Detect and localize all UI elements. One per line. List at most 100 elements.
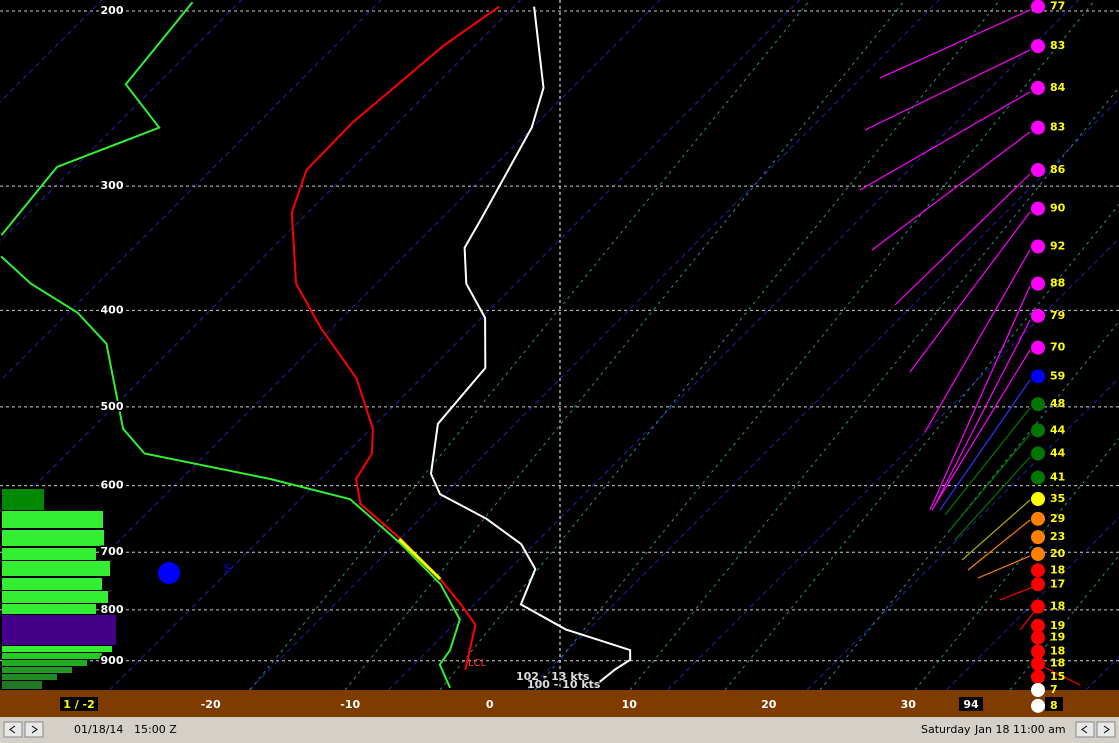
wind-speed-label: 48 bbox=[1050, 397, 1065, 410]
wind-dot bbox=[1031, 202, 1045, 216]
y-tick-label: 500 bbox=[101, 400, 124, 413]
wind-speed-label: 90 bbox=[1050, 202, 1066, 215]
bar bbox=[2, 578, 102, 590]
wind-dot bbox=[1031, 683, 1045, 697]
wind-dot bbox=[1031, 492, 1045, 506]
x-tick-label: -20 bbox=[201, 698, 221, 711]
wind-speed-label: 18 bbox=[1050, 645, 1065, 658]
x-tick-label: 0 bbox=[486, 698, 494, 711]
wind-speed-label: 18 bbox=[1050, 563, 1065, 576]
wind-dot bbox=[1031, 657, 1045, 671]
day: Saturday bbox=[921, 723, 971, 736]
wind-speed-label: 86 bbox=[1050, 163, 1066, 176]
lcl-label: LCL bbox=[468, 658, 487, 669]
y-tick-label: 600 bbox=[101, 479, 124, 492]
wind-dot bbox=[1031, 471, 1045, 485]
wind-speed-label: 92 bbox=[1050, 240, 1065, 253]
wind-dot bbox=[1031, 81, 1045, 95]
bar bbox=[2, 646, 112, 652]
wind-speed-label: 35 bbox=[1050, 492, 1065, 505]
date: 01/18/14 bbox=[74, 723, 123, 736]
wind-dot bbox=[1031, 423, 1045, 437]
index-label: 94 bbox=[963, 698, 979, 711]
wind-speed-label: 59 bbox=[1050, 369, 1065, 382]
wind-speed-label: 70 bbox=[1050, 341, 1066, 354]
x-tick-label: 30 bbox=[901, 698, 917, 711]
marker-label: S bbox=[224, 562, 231, 575]
wind-speed-label: 84 bbox=[1050, 81, 1066, 94]
bar bbox=[2, 667, 72, 673]
bar bbox=[2, 548, 96, 560]
local-time: Jan 18 11:00 am bbox=[974, 723, 1066, 736]
wind-note: 100 - 10 kts bbox=[527, 678, 601, 691]
wind-speed-label: 20 bbox=[1050, 547, 1066, 560]
wind-dot bbox=[1031, 631, 1045, 645]
wind-dot bbox=[1031, 699, 1045, 713]
storm-marker bbox=[158, 562, 180, 584]
wind-dot bbox=[1031, 577, 1045, 591]
bar bbox=[2, 615, 116, 645]
bar bbox=[2, 489, 44, 510]
next-button[interactable] bbox=[25, 722, 43, 737]
bar bbox=[2, 511, 103, 528]
wind-dot bbox=[1031, 163, 1045, 177]
wind-dot bbox=[1031, 341, 1045, 355]
wind-speed-label: 8 bbox=[1050, 699, 1058, 712]
wind-speed-label: 79 bbox=[1050, 309, 1065, 322]
bar bbox=[2, 561, 110, 576]
wind-dot bbox=[1031, 369, 1045, 383]
prev-button[interactable] bbox=[1076, 722, 1094, 737]
bar bbox=[2, 604, 96, 614]
prev-button[interactable] bbox=[4, 722, 22, 737]
wind-dot bbox=[1031, 0, 1045, 14]
wind-speed-label: 7 bbox=[1050, 683, 1058, 696]
bar bbox=[2, 530, 104, 546]
bar bbox=[2, 653, 102, 659]
wind-speed-label: 18 bbox=[1050, 600, 1065, 613]
wind-dot bbox=[1031, 121, 1045, 135]
bar bbox=[2, 674, 57, 680]
wind-speed-label: 83 bbox=[1050, 121, 1065, 134]
wind-speed-label: 88 bbox=[1050, 277, 1065, 290]
wind-dot bbox=[1031, 240, 1045, 254]
wind-dot bbox=[1031, 309, 1045, 323]
x-tick-label: 20 bbox=[761, 698, 777, 711]
wind-speed-label: 41 bbox=[1050, 471, 1065, 484]
bar bbox=[2, 591, 108, 603]
wind-dot bbox=[1031, 645, 1045, 659]
y-tick-label: 800 bbox=[101, 603, 124, 616]
wind-speed-label: 44 bbox=[1050, 423, 1066, 436]
wind-dot bbox=[1031, 39, 1045, 53]
wind-speed-label: 44 bbox=[1050, 446, 1066, 459]
wind-dot bbox=[1031, 277, 1045, 291]
x-tick-label: 10 bbox=[622, 698, 638, 711]
time: 15:00 Z bbox=[134, 723, 177, 736]
temperature-band bbox=[0, 690, 1119, 717]
bar bbox=[2, 681, 42, 689]
wind-speed-label: 19 bbox=[1050, 631, 1065, 644]
y-tick-label: 200 bbox=[101, 4, 124, 17]
wind-dot bbox=[1031, 563, 1045, 577]
y-tick-label: 700 bbox=[101, 545, 124, 558]
y-tick-label: 400 bbox=[101, 303, 124, 316]
wind-speed-label: 15 bbox=[1050, 670, 1065, 683]
wind-dot bbox=[1031, 446, 1045, 460]
wind-speed-label: 23 bbox=[1050, 530, 1065, 543]
wind-dot bbox=[1031, 530, 1045, 544]
wind-dot bbox=[1031, 547, 1045, 561]
x-tick-label: -10 bbox=[340, 698, 360, 711]
profile-bars bbox=[2, 489, 116, 689]
wind-speed-label: 18 bbox=[1050, 657, 1065, 670]
wind-dot bbox=[1031, 397, 1045, 411]
wind-dot bbox=[1031, 670, 1045, 684]
wind-speed-label: 17 bbox=[1050, 577, 1065, 590]
next-button[interactable] bbox=[1097, 722, 1115, 737]
wind-speed-label: 83 bbox=[1050, 39, 1065, 52]
wind-dot bbox=[1031, 512, 1045, 526]
wind-speed-label: 77 bbox=[1050, 0, 1065, 13]
surface-label: 1 / -2 bbox=[63, 698, 95, 711]
y-tick-label: 300 bbox=[101, 179, 124, 192]
y-tick-label: 900 bbox=[101, 654, 124, 667]
wind-speed-label: 29 bbox=[1050, 512, 1065, 525]
